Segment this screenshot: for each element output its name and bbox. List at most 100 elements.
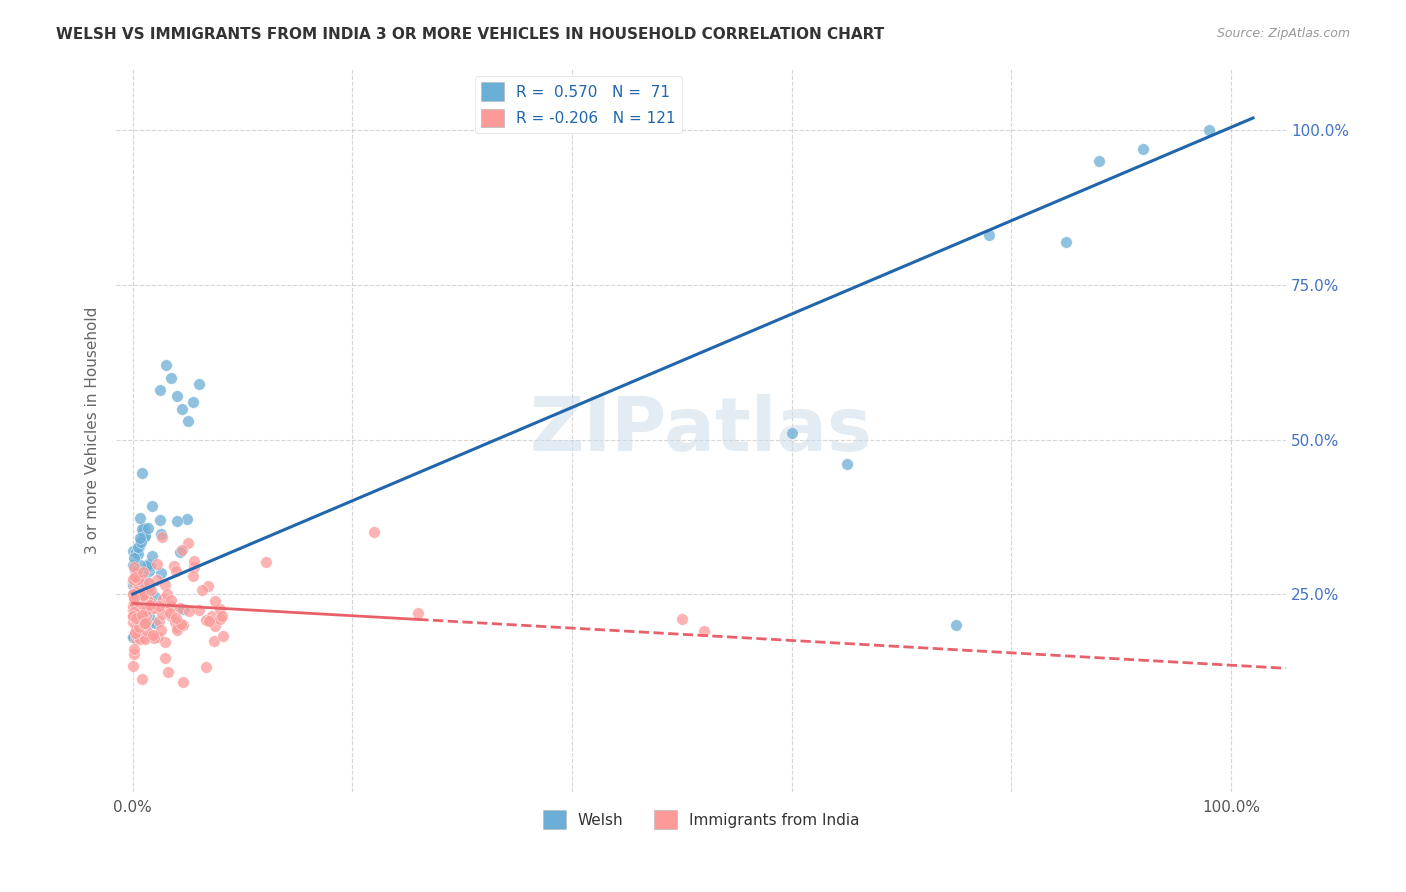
Point — [129, 531, 152, 545]
Text: ZIPatlas: ZIPatlas — [530, 393, 873, 467]
Point — [132, 574, 155, 589]
Point — [132, 565, 155, 579]
Point — [136, 521, 159, 535]
Point — [135, 615, 157, 629]
Point — [135, 582, 157, 597]
Point — [122, 603, 145, 617]
Point — [149, 624, 172, 638]
Point — [122, 615, 145, 629]
Point — [122, 605, 145, 619]
Point — [124, 603, 146, 617]
Point — [150, 530, 173, 544]
Point — [127, 598, 149, 612]
Point — [121, 574, 143, 589]
Point — [131, 607, 153, 622]
Point — [183, 554, 205, 568]
Point — [135, 592, 157, 607]
Point — [671, 612, 693, 626]
Point — [128, 540, 150, 554]
Point — [1132, 142, 1154, 156]
Point — [125, 584, 148, 599]
Point — [128, 511, 150, 525]
Point — [166, 624, 188, 638]
Point — [139, 583, 162, 598]
Point — [121, 631, 143, 645]
Point — [187, 376, 209, 391]
Point — [142, 631, 165, 645]
Point — [125, 565, 148, 579]
Point — [131, 672, 153, 686]
Point — [211, 608, 233, 623]
Point — [131, 533, 153, 548]
Point — [150, 566, 173, 580]
Point — [181, 395, 204, 409]
Point — [172, 401, 194, 416]
Point — [150, 607, 173, 621]
Point — [166, 389, 188, 403]
Point — [134, 529, 156, 543]
Point — [124, 593, 146, 607]
Point — [148, 599, 170, 613]
Point — [139, 598, 162, 612]
Point — [172, 543, 194, 558]
Point — [945, 618, 967, 632]
Point — [121, 631, 143, 645]
Point — [125, 565, 148, 579]
Point — [134, 617, 156, 632]
Point — [149, 513, 172, 527]
Point — [125, 582, 148, 597]
Y-axis label: 3 or more Vehicles in Household: 3 or more Vehicles in Household — [86, 307, 100, 554]
Point — [129, 612, 152, 626]
Point — [835, 457, 858, 471]
Point — [124, 625, 146, 640]
Point — [160, 592, 183, 607]
Point — [156, 587, 179, 601]
Point — [131, 599, 153, 613]
Point — [204, 619, 226, 633]
Point — [128, 620, 150, 634]
Point — [122, 609, 145, 624]
Point — [155, 600, 177, 615]
Point — [170, 616, 193, 631]
Point — [204, 594, 226, 608]
Point — [122, 544, 145, 558]
Point — [121, 587, 143, 601]
Point — [143, 615, 166, 630]
Point — [127, 593, 149, 607]
Point — [135, 614, 157, 628]
Point — [134, 526, 156, 541]
Point — [128, 574, 150, 589]
Point — [134, 632, 156, 646]
Point — [979, 228, 1001, 243]
Point — [363, 525, 385, 540]
Point — [127, 631, 149, 645]
Point — [122, 578, 145, 592]
Point — [122, 647, 145, 661]
Point — [138, 558, 160, 573]
Point — [125, 574, 148, 588]
Point — [188, 603, 211, 617]
Point — [693, 624, 716, 639]
Point — [121, 599, 143, 613]
Point — [127, 607, 149, 621]
Point — [172, 675, 194, 690]
Point — [125, 627, 148, 641]
Point — [122, 591, 145, 605]
Point — [408, 606, 430, 620]
Point — [139, 596, 162, 610]
Point — [131, 466, 153, 480]
Point — [121, 658, 143, 673]
Point — [136, 597, 159, 611]
Point — [152, 592, 174, 607]
Point — [124, 642, 146, 657]
Point — [128, 591, 150, 605]
Point — [122, 631, 145, 645]
Point — [153, 651, 176, 665]
Point — [169, 545, 191, 559]
Point — [142, 601, 165, 615]
Point — [127, 541, 149, 555]
Point — [121, 573, 143, 587]
Legend: Welsh, Immigrants from India: Welsh, Immigrants from India — [537, 804, 866, 835]
Point — [122, 609, 145, 624]
Point — [129, 632, 152, 647]
